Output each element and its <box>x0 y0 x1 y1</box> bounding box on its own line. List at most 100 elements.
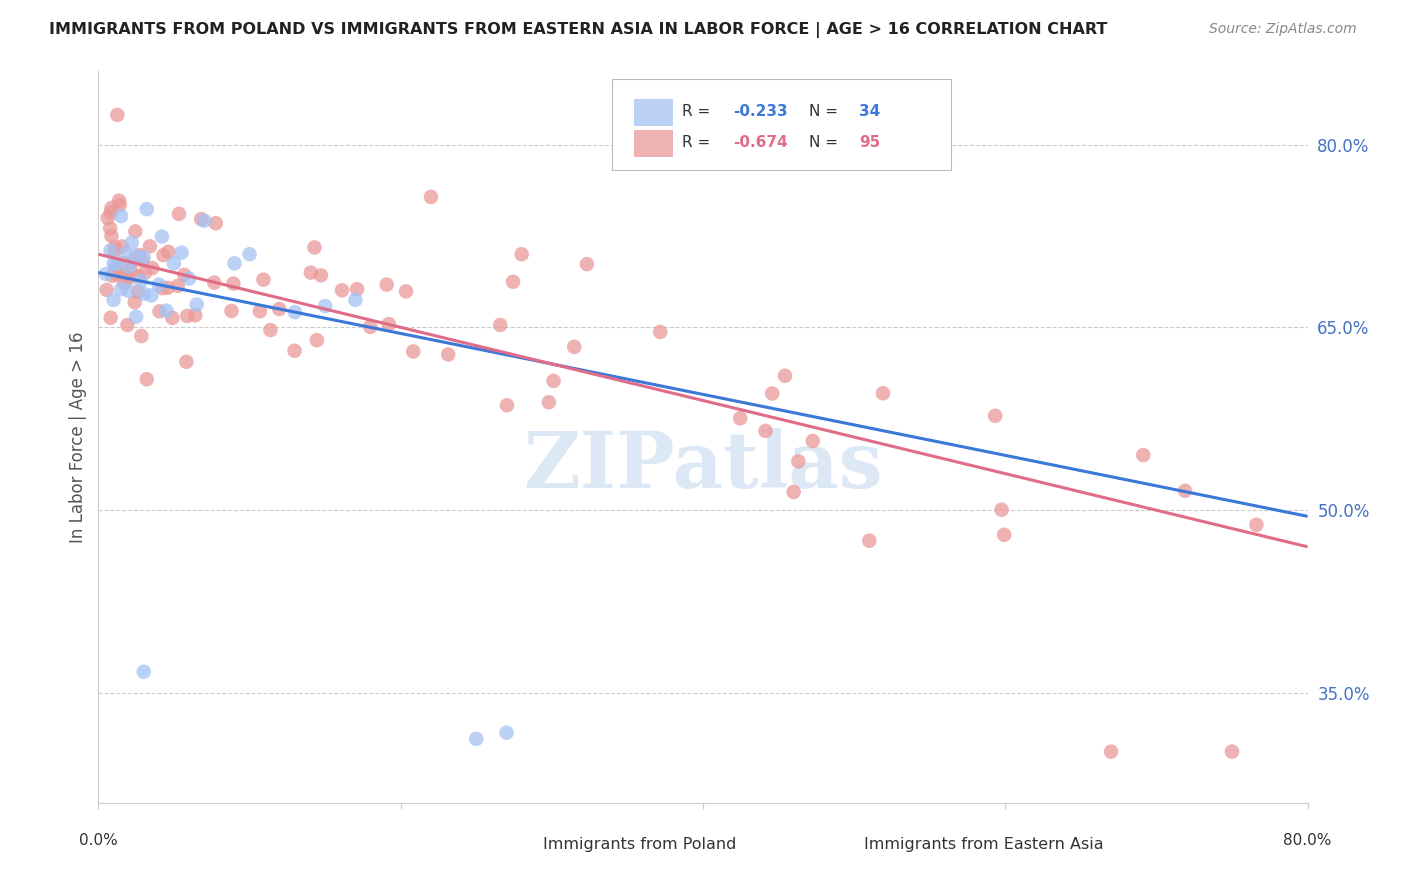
Point <box>314 299 336 313</box>
Point <box>118 260 141 274</box>
Point <box>135 372 157 386</box>
Text: 95: 95 <box>859 135 880 150</box>
Point <box>344 293 367 307</box>
Point <box>121 235 143 250</box>
Point <box>510 247 533 261</box>
Point <box>176 355 198 369</box>
Text: R =: R = <box>682 104 716 120</box>
Point <box>155 303 177 318</box>
Point <box>249 304 271 318</box>
Point <box>100 229 122 244</box>
Point <box>112 277 135 291</box>
Point <box>103 256 125 270</box>
Point <box>98 221 121 235</box>
Point <box>112 256 135 270</box>
Point <box>1099 745 1122 759</box>
Point <box>402 344 425 359</box>
Point <box>148 277 170 292</box>
Point <box>100 244 122 258</box>
Point <box>141 261 163 276</box>
Point <box>105 268 128 282</box>
Point <box>129 274 152 288</box>
Point <box>131 329 153 343</box>
Point <box>124 295 146 310</box>
Point <box>562 340 585 354</box>
Point <box>495 725 517 739</box>
Point <box>131 253 153 268</box>
Point <box>858 533 880 548</box>
Point <box>125 249 148 263</box>
Point <box>783 484 806 499</box>
Text: 34: 34 <box>859 104 880 120</box>
Point <box>108 198 131 212</box>
Point <box>502 275 524 289</box>
Point <box>105 108 128 122</box>
Point <box>132 665 155 679</box>
Point <box>395 285 418 299</box>
Point <box>100 310 122 325</box>
Y-axis label: In Labor Force | Age > 16: In Labor Force | Age > 16 <box>69 331 87 543</box>
Point <box>283 343 305 358</box>
Point <box>110 209 132 223</box>
Text: IMMIGRANTS FROM POLAND VS IMMIGRANTS FROM EASTERN ASIA IN LABOR FORCE | AGE > 16: IMMIGRANTS FROM POLAND VS IMMIGRANTS FRO… <box>49 22 1108 38</box>
Point <box>120 264 142 278</box>
Point <box>176 309 198 323</box>
Point <box>150 229 173 244</box>
Point <box>118 284 141 298</box>
Point <box>128 269 150 284</box>
Point <box>111 239 134 253</box>
Point <box>730 411 752 425</box>
Text: Immigrants from Poland: Immigrants from Poland <box>543 837 737 852</box>
Text: -0.674: -0.674 <box>734 135 787 150</box>
Point <box>101 268 124 283</box>
Point <box>124 224 146 238</box>
Point <box>132 250 155 264</box>
Text: ZIPatlas: ZIPatlas <box>523 428 883 504</box>
Point <box>163 256 186 270</box>
Point <box>134 266 156 280</box>
Point <box>152 248 174 262</box>
Point <box>252 273 274 287</box>
Text: 0.0%: 0.0% <box>79 833 118 848</box>
Point <box>141 288 163 302</box>
Point <box>179 271 201 285</box>
Point <box>152 281 174 295</box>
Point <box>359 319 381 334</box>
Point <box>108 194 131 208</box>
Point <box>104 244 127 258</box>
Point <box>375 277 398 292</box>
FancyBboxPatch shape <box>613 78 950 170</box>
Point <box>378 317 401 331</box>
Point <box>135 202 157 216</box>
Point <box>204 216 226 230</box>
Point <box>496 398 519 412</box>
Point <box>100 201 122 215</box>
Point <box>299 266 322 280</box>
Point <box>97 211 120 225</box>
Point <box>990 502 1012 516</box>
Point <box>330 283 353 297</box>
Point <box>801 434 824 448</box>
Point <box>148 304 170 318</box>
Point <box>117 271 139 285</box>
FancyBboxPatch shape <box>634 130 672 157</box>
Point <box>1220 745 1243 759</box>
Text: Immigrants from Eastern Asia: Immigrants from Eastern Asia <box>863 837 1104 852</box>
Point <box>787 454 810 468</box>
Point <box>224 256 246 270</box>
Point <box>1132 448 1154 462</box>
Point <box>173 268 195 282</box>
Point <box>239 247 262 261</box>
Point <box>184 308 207 322</box>
Point <box>221 304 243 318</box>
Point <box>166 278 188 293</box>
Text: Source: ZipAtlas.com: Source: ZipAtlas.com <box>1209 22 1357 37</box>
Text: -0.233: -0.233 <box>734 104 787 120</box>
Point <box>121 254 143 268</box>
Point <box>420 190 443 204</box>
Point <box>537 395 560 409</box>
Point <box>222 277 245 291</box>
Point <box>117 318 139 332</box>
Point <box>259 323 281 337</box>
Point <box>104 240 127 254</box>
